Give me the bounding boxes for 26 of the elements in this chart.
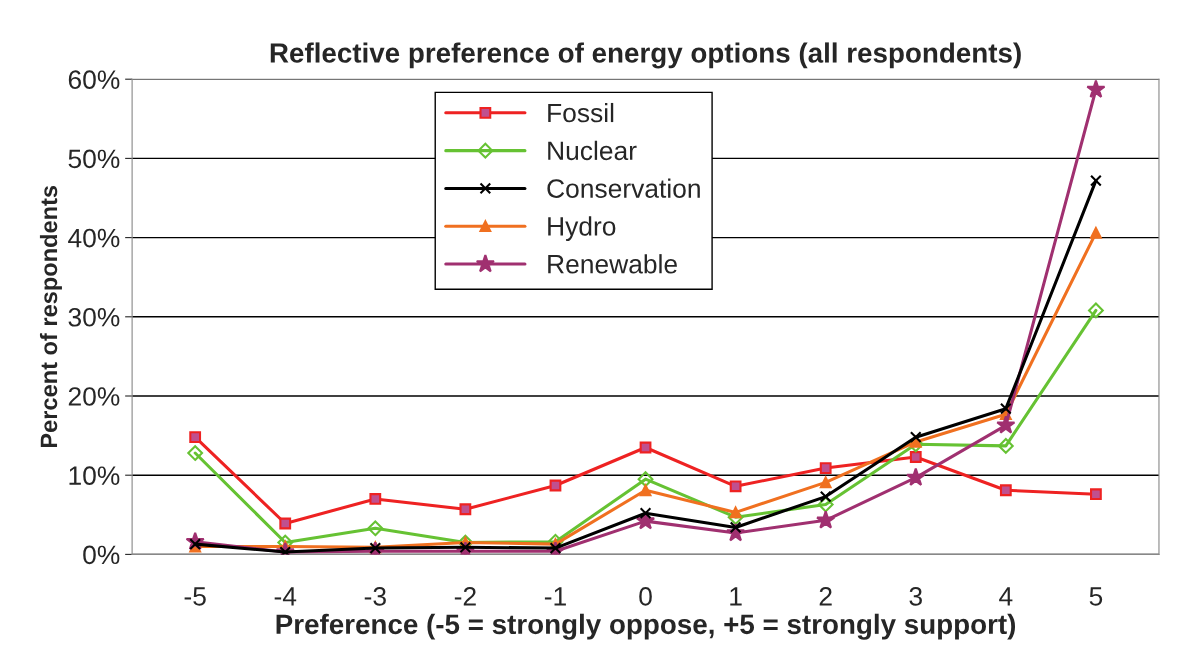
x-tick-label: -4 — [274, 587, 297, 606]
y-tick-label: 20% — [68, 387, 120, 406]
legend-label: Hydro — [548, 216, 616, 241]
legend-label: Nuclear — [548, 140, 637, 161]
x-tick-label: 0 — [639, 587, 652, 606]
x-tick-label: 3 — [909, 587, 922, 606]
legend-label: Fossil — [548, 102, 614, 123]
y-tick-label: 50% — [68, 149, 120, 169]
legend-label: Conservation — [547, 178, 700, 198]
y-axis-title: Percent of respondents — [39, 185, 62, 448]
y-tick-label: 10% — [69, 466, 120, 486]
x-tick-label: 2 — [819, 587, 832, 606]
x-tick-label: -2 — [454, 587, 476, 606]
chart-title: Reflective preference of energy options (all respondents) — [270, 42, 1021, 69]
x-tick-label: -5 — [184, 587, 206, 606]
y-tick-label: 0% — [83, 545, 120, 565]
x-axis-title: Preference (-5 = strongly oppose, +5 = strongly support) — [276, 613, 1016, 640]
y-tick-label: 30% — [68, 307, 120, 327]
x-tick-label: 5 — [1089, 587, 1103, 606]
x-tick-label: -1 — [544, 587, 566, 606]
y-tick-label: 60% — [68, 70, 120, 90]
x-tick-label: -3 — [364, 587, 386, 606]
y-tick-label: 40% — [68, 228, 120, 248]
x-tick-label: 4 — [999, 587, 1013, 606]
legend-label: Renewable — [548, 254, 677, 274]
x-tick-label: 1 — [730, 587, 742, 606]
